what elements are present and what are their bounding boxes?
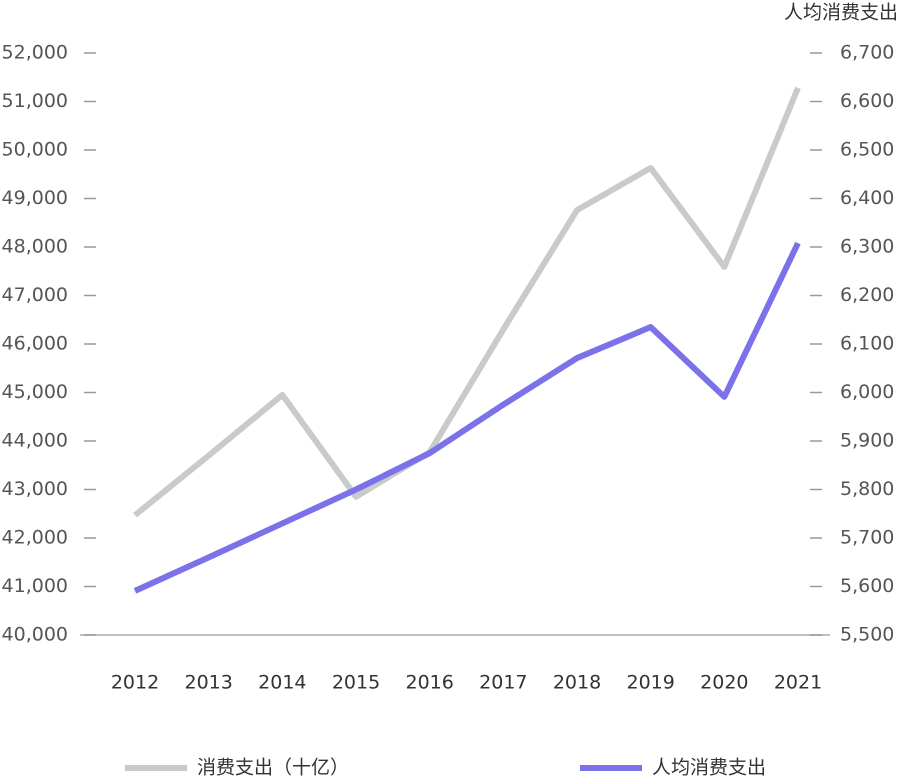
y2-tick-label: 6,300	[840, 236, 894, 258]
x-tick-label: 2018	[553, 672, 601, 694]
x-tick-label: 2021	[774, 672, 822, 694]
y-tick-label: 40,000	[2, 624, 68, 646]
x-tick-label: 2016	[405, 672, 453, 694]
y-tick-label: 50,000	[2, 139, 68, 161]
x-tick-label: 2014	[258, 672, 306, 694]
y2-axis-title: 人均消费支出	[784, 2, 898, 24]
y2-tick-label: 6,100	[840, 333, 894, 355]
y-tick-label: 42,000	[2, 527, 68, 549]
y-tick-label: 48,000	[2, 236, 68, 258]
y2-tick-label: 5,800	[840, 478, 894, 500]
y-tick-label: 47,000	[2, 284, 68, 306]
series-line	[133, 86, 801, 518]
y-tick-label: 44,000	[2, 430, 68, 452]
x-tick-label: 2017	[479, 672, 527, 694]
y-tick-label: 41,000	[2, 575, 68, 597]
y-tick-label: 46,000	[2, 333, 68, 355]
y2-tick-label: 5,700	[840, 527, 894, 549]
y-tick-label: 51,000	[2, 90, 68, 112]
x-tick-label: 2015	[332, 672, 380, 694]
legend-label: 人均消费支出	[652, 757, 766, 779]
x-tick-label: 2019	[626, 672, 674, 694]
y2-tick-label: 5,900	[840, 430, 894, 452]
y2-tick-label: 5,500	[840, 624, 894, 646]
x-tick-label: 2012	[111, 672, 159, 694]
y-tick-label: 49,000	[2, 187, 68, 209]
y2-tick-label: 6,200	[840, 284, 894, 306]
y-tick-label: 45,000	[2, 381, 68, 403]
legend-label: 消费支出（十亿）	[197, 757, 349, 779]
y-tick-label: 43,000	[2, 478, 68, 500]
series-line	[133, 241, 801, 594]
y2-tick-label: 6,700	[840, 42, 894, 64]
y2-tick-label: 6,600	[840, 90, 894, 112]
x-tick-label: 2013	[184, 672, 232, 694]
y2-tick-label: 5,600	[840, 575, 894, 597]
x-tick-label: 2020	[700, 672, 748, 694]
y2-tick-label: 6,400	[840, 187, 894, 209]
y-tick-label: 52,000	[2, 42, 68, 64]
y2-tick-label: 6,000	[840, 381, 894, 403]
y2-tick-label: 6,500	[840, 139, 894, 161]
